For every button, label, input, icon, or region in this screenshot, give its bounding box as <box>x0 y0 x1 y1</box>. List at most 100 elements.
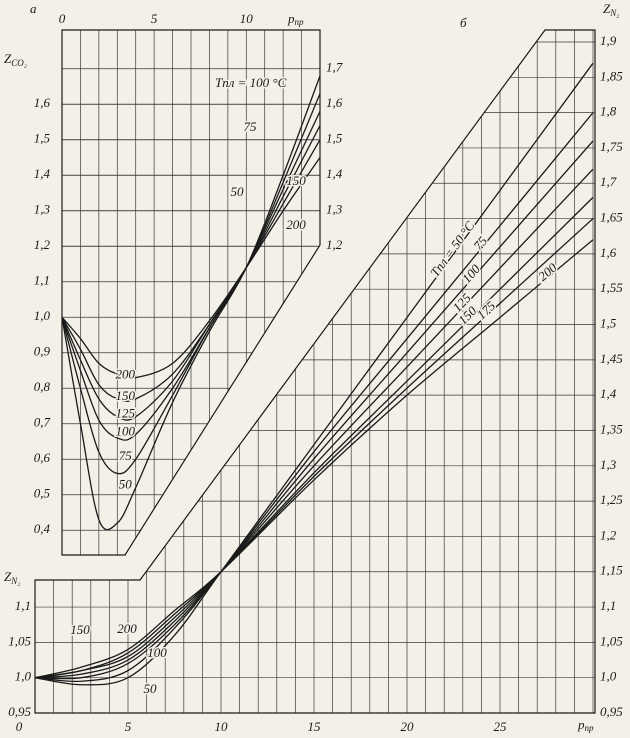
y-tick-label: 1,3 <box>326 202 343 217</box>
y-tick-label: 1,5 <box>326 131 343 146</box>
y-tick-label: 1,0 <box>15 669 32 684</box>
curve <box>62 125 320 421</box>
curve-label: 200 <box>535 260 560 284</box>
curve-label: 150 <box>286 173 306 188</box>
curve-label: 150 <box>70 622 90 637</box>
x-tick-label: 10 <box>240 11 254 26</box>
x-tick-label: 25 <box>494 719 508 734</box>
x-label-main: p <box>577 717 585 732</box>
y-tick-label: 0,7 <box>34 415 51 430</box>
panel-a-frame <box>61 29 321 556</box>
y-tick-label: 1,8 <box>600 104 617 119</box>
y-tick-label: 0,95 <box>8 704 31 719</box>
y-tick-label: 0,5 <box>34 486 51 501</box>
y-tick-label: 1,15 <box>600 563 623 578</box>
y-tick-label: 0,9 <box>34 344 51 359</box>
curve-label: 100 <box>116 423 136 438</box>
y-tick-label: 1,05 <box>8 633 31 648</box>
x-tick-label: 0 <box>59 11 66 26</box>
curve-label: 75 <box>244 119 258 134</box>
curve <box>35 239 594 679</box>
y-label-sub: N₂ <box>609 8 619 18</box>
y-tick-label: 1,3 <box>34 202 51 217</box>
y-label-main: Z <box>603 1 611 16</box>
y-label-sub: CO₂ <box>11 58 27 68</box>
y-tick-label: 1,1 <box>34 273 50 288</box>
y-tick-label: 1,5 <box>600 316 617 331</box>
y-tick-label: 1,85 <box>600 68 623 83</box>
curve <box>35 140 594 680</box>
y-tick-label: 1,4 <box>326 166 343 181</box>
curve <box>62 139 320 402</box>
x-tick-label: 10 <box>215 719 229 734</box>
y-tick-label: 1,25 <box>600 492 623 507</box>
y-label-sub: N₂ <box>10 576 20 586</box>
y-tick-label: 1,3 <box>600 457 617 472</box>
curve-label: 150 <box>116 388 136 403</box>
y-tick-label: 1,1 <box>15 598 31 613</box>
curve <box>35 218 594 679</box>
panel-label: б <box>460 15 467 30</box>
x-label: pпр <box>577 717 594 733</box>
curve-label: 200 <box>116 367 136 382</box>
y-tick-label: 0,95 <box>600 704 623 719</box>
y-tick-label: 1,6 <box>600 245 617 260</box>
curve-label: 50 <box>231 184 245 199</box>
y-tick-label: 0,6 <box>34 450 51 465</box>
y-tick-label: 1,0 <box>34 308 51 323</box>
y-tick-label: 1,75 <box>600 139 623 154</box>
curves-a <box>62 75 320 531</box>
y-tick-label: 1,4 <box>600 386 617 401</box>
curve-label: 75 <box>470 233 490 253</box>
y-label: ZCO₂ <box>4 51 27 68</box>
x-tick-label: 5 <box>125 719 132 734</box>
y-tick-label: 1,35 <box>600 421 623 436</box>
y-tick-label: 1,7 <box>326 60 343 75</box>
x-label-sub: пр <box>585 723 595 733</box>
x-tick-label: 20 <box>401 719 415 734</box>
y-label: ZN₂ <box>603 1 619 18</box>
annotation: Tпл = 100 °C <box>215 75 287 90</box>
curve <box>35 168 594 679</box>
curve-label: 125 <box>116 406 136 421</box>
y-tick-label: 1,55 <box>600 280 623 295</box>
x-label: pпр <box>287 11 304 27</box>
curve-label: 175 <box>474 298 499 323</box>
curve-label: 50 <box>119 477 133 492</box>
curves-b <box>35 62 594 686</box>
y-tick-label: 1,6 <box>326 95 343 110</box>
y-tick-label: 1,65 <box>600 210 623 225</box>
curve <box>62 75 320 531</box>
y-tick-label: 1,6 <box>34 95 51 110</box>
x-label-sub: пр <box>295 17 305 27</box>
curve <box>35 112 594 683</box>
curve <box>35 62 594 686</box>
y-tick-label: 1,05 <box>600 633 623 648</box>
curve <box>62 111 320 441</box>
curve <box>35 196 594 679</box>
y-tick-label: 1,2 <box>326 237 343 252</box>
x-label-main: p <box>287 11 295 26</box>
curve <box>62 157 320 379</box>
y-tick-label: 0,4 <box>34 521 51 536</box>
y-tick-label: 1,9 <box>600 33 617 48</box>
panel-label: а <box>30 1 37 16</box>
y-tick-label: 0,8 <box>34 379 51 394</box>
y-tick-label: 1,2 <box>34 237 51 252</box>
curve-label: 200 <box>286 217 306 232</box>
x-tick-label: 5 <box>151 11 158 26</box>
curve <box>62 93 320 475</box>
y-tick-label: 1,0 <box>600 669 617 684</box>
curve-label: 100 <box>147 645 167 660</box>
panel-b-frame <box>34 29 596 714</box>
y-tick-label: 1,45 <box>600 351 623 366</box>
y-label-main: Z <box>4 569 12 584</box>
y-tick-label: 1,1 <box>600 598 616 613</box>
curve-label: 50 <box>144 681 158 696</box>
curve-label: 200 <box>117 621 137 636</box>
y-label-main: Z <box>4 51 12 66</box>
